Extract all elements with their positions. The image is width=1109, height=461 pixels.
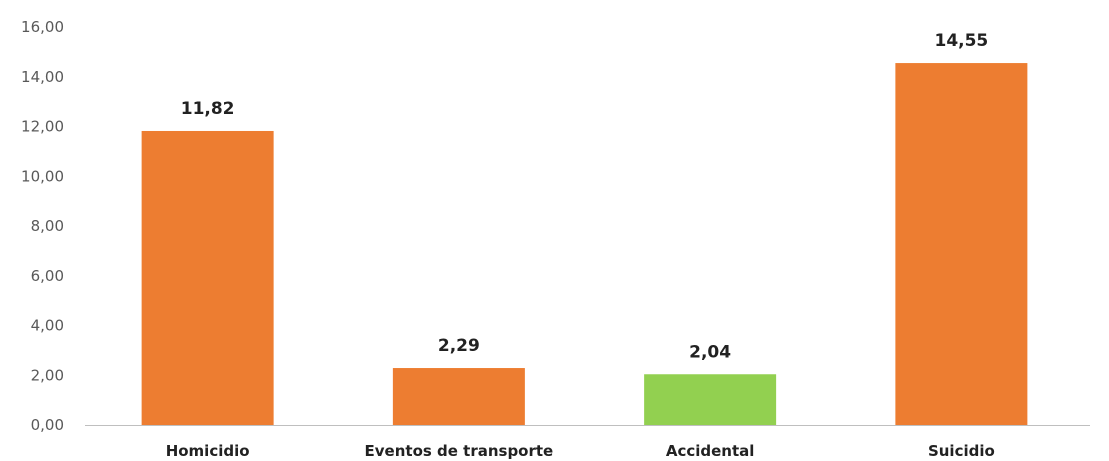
y-tick-label: 14,00 bbox=[21, 68, 64, 86]
y-tick-label: 2,00 bbox=[31, 366, 64, 384]
y-tick-label: 6,00 bbox=[31, 267, 64, 285]
y-axis-ticks: 0,00 2,00 4,00 6,00 8,00 10,00 12,00 14,00 16,00 bbox=[21, 18, 64, 434]
data-label: 14,55 bbox=[934, 31, 988, 51]
data-label: 2,04 bbox=[689, 342, 731, 362]
data-labels-group: 11,82 2,29 2,04 14,55 bbox=[181, 31, 989, 362]
y-tick-label: 16,00 bbox=[21, 18, 64, 36]
category-label: Suicidio bbox=[928, 442, 995, 460]
y-tick-label: 8,00 bbox=[31, 217, 64, 235]
category-label: Eventos de transporte bbox=[365, 442, 554, 460]
bar bbox=[141, 130, 274, 426]
data-label: 2,29 bbox=[438, 336, 480, 356]
category-label: Homicidio bbox=[166, 442, 250, 460]
bar bbox=[644, 374, 777, 425]
y-tick-label: 10,00 bbox=[21, 167, 64, 185]
category-labels-group: Homicidio Eventos de transporte Accidental… bbox=[166, 442, 995, 460]
category-label: Accidental bbox=[666, 442, 755, 460]
data-label: 11,82 bbox=[181, 99, 235, 119]
bars-group bbox=[141, 63, 1028, 426]
y-tick-label: 0,00 bbox=[31, 416, 64, 434]
y-tick-label: 12,00 bbox=[21, 118, 64, 136]
y-tick-label: 4,00 bbox=[31, 317, 64, 335]
bar bbox=[895, 63, 1028, 425]
bar bbox=[392, 368, 525, 425]
